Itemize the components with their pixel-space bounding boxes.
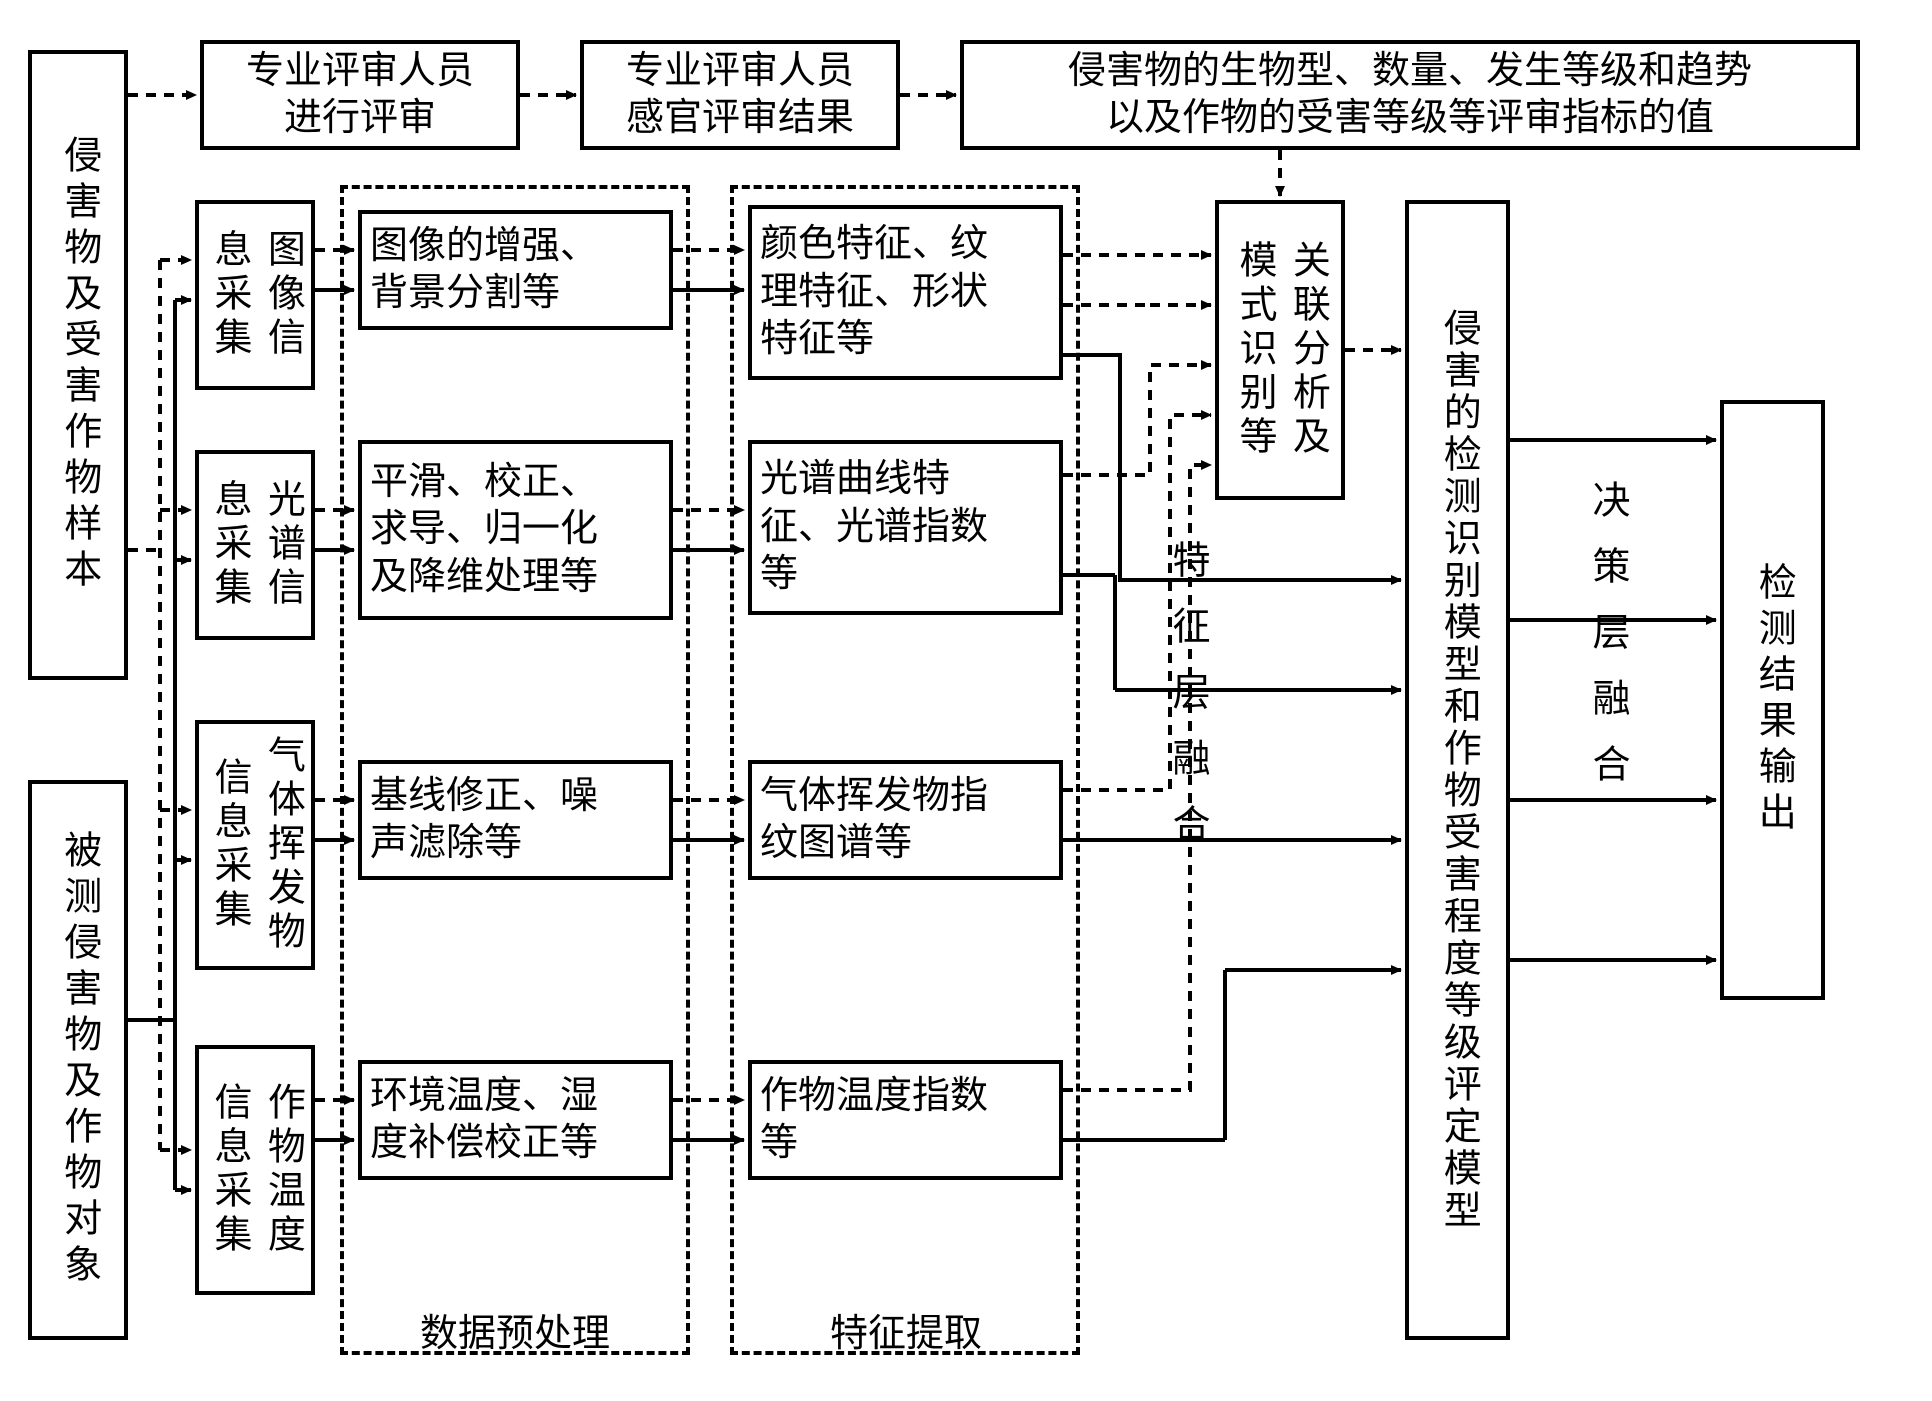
node-image-features: 颜色特征、纹 理特征、形状 特征等 [748,205,1063,380]
node-output: 检测结果输出 [1720,400,1825,1000]
label-feature-fusion: 特征层融合 [1160,540,1215,870]
label-decision-fusion: 决策层融合 [1580,480,1635,810]
node-sensory-result: 专业评审人员 感官评审结果 [580,40,900,150]
node-temp-features: 作物温度指数 等 [748,1060,1063,1180]
node-indicator-values: 侵害物的生物型、数量、发生等级和趋势 以及作物的受害等级等评审指标的值 [960,40,1860,150]
node-image-collect: 图像信 息采集 [195,200,315,390]
node-tested-input: 被测侵害物及作物对象 [28,780,128,1340]
label-features: 特征提取 [830,1302,982,1357]
node-gas-features: 气体挥发物指 纹图谱等 [748,760,1063,880]
node-temp-preprocess: 环境温度、湿 度补偿校正等 [358,1060,673,1180]
node-image-preprocess: 图像的增强、 背景分割等 [358,210,673,330]
node-spectral-collect: 光谱信 息采集 [195,450,315,640]
label-preprocess: 数据预处理 [420,1302,610,1357]
node-sample-input: 侵害物及受害作物样本 [28,50,128,680]
node-pattern-recognition: 关联分析及 模式识别等 [1215,200,1345,500]
node-expert-review: 专业评审人员 进行评审 [200,40,520,150]
node-temp-collect: 作物温度 信息采集 [195,1045,315,1295]
node-spectral-preprocess: 平滑、校正、 求导、归一化 及降维处理等 [358,440,673,620]
node-detection-model: 侵害的检测识别模型和作物受害程度等级评定模型 [1405,200,1510,1340]
node-gas-preprocess: 基线修正、噪 声滤除等 [358,760,673,880]
node-gas-collect: 气体挥发物 信息采集 [195,720,315,970]
flowchart-diagram: 侵害物及受害作物样本 被测侵害物及作物对象 专业评审人员 进行评审 专业评审人员… [20,20,1912,1381]
node-spectral-features: 光谱曲线特 征、光谱指数 等 [748,440,1063,615]
